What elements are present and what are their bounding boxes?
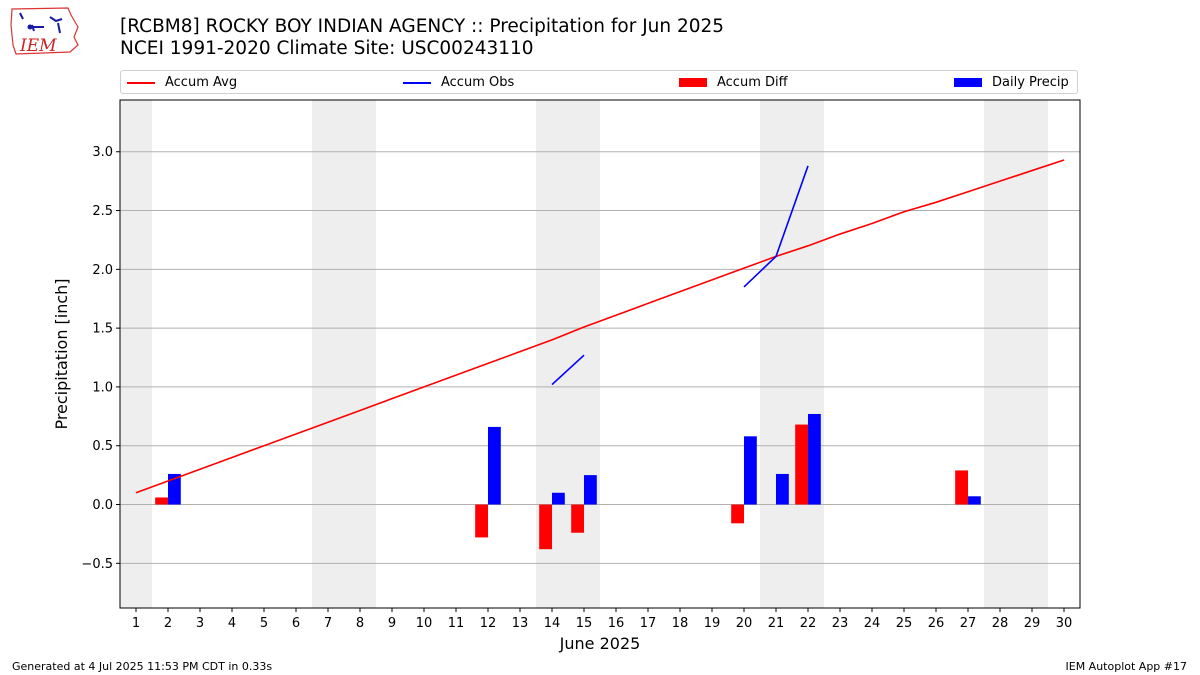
x-axis-ticks: 1 2 3 4 5 6 7 8 9 10 11 12 13 14 15 16 17 18 19 20 21 22 23 24 2… — [132, 608, 1072, 631]
accum-obs-line — [743, 165, 809, 288]
iowa-outline-icon — [10, 7, 79, 55]
x-axis-label: June 2025 — [559, 634, 641, 653]
weather-dot-icon — [27, 24, 33, 30]
x-tick-label: 1 — [132, 616, 140, 631]
footer-generated: Generated at 4 Jul 2025 11:53 PM CDT in … — [12, 660, 273, 673]
plot-frame — [119, 99, 1081, 609]
daily-precip-bar — [744, 436, 757, 505]
y-axis-ticks: −0.5 0.0 0.5 1.0 1.5 2.0 2.5 3.0 — [81, 145, 120, 572]
accum-diff-bar — [795, 424, 808, 505]
y-tick-label: 2.5 — [92, 204, 113, 219]
accum-obs-line — [551, 354, 585, 386]
legend: Accum Avg Accum Obs Accum Diff Daily Pre… — [120, 70, 1078, 94]
x-tick-label: 12 — [480, 616, 497, 631]
x-tick-label: 28 — [992, 616, 1009, 631]
grid-lines — [120, 151, 1080, 564]
x-tick-label: 5 — [260, 616, 268, 631]
weekend-band — [1016, 100, 1048, 608]
x-tick-label: 27 — [960, 616, 977, 631]
x-tick-label: 29 — [1024, 616, 1041, 631]
y-tick-label: 1.0 — [92, 380, 113, 395]
weekend-band — [344, 100, 376, 608]
x-tick-label: 16 — [608, 616, 625, 631]
footer-app: IEM Autoplot App #17 — [1065, 660, 1188, 673]
accum-diff-bar — [539, 504, 552, 550]
daily-precip-bar — [168, 473, 181, 505]
logo-text: IEM — [19, 36, 57, 56]
daily-precip-bar — [552, 492, 565, 505]
accum-diff-bar — [571, 504, 584, 533]
accum-diff-bar — [475, 504, 488, 538]
legend-label: Accum Obs — [441, 75, 515, 90]
x-tick-label: 6 — [292, 616, 300, 631]
x-tick-label: 17 — [640, 616, 657, 631]
x-tick-label: 23 — [832, 616, 849, 631]
weekend-band — [984, 100, 1016, 608]
x-tick-label: 11 — [448, 616, 465, 631]
iem-logo: IEM — [10, 7, 79, 56]
accum-diff-bar — [955, 470, 968, 505]
accum-avg-line — [135, 159, 1065, 494]
y-tick-label: 0.0 — [92, 498, 113, 513]
daily-precip-bar — [808, 413, 821, 505]
x-tick-label: 9 — [388, 616, 396, 631]
x-tick-label: 26 — [928, 616, 945, 631]
weekend-band — [120, 100, 152, 608]
legend-label: Daily Precip — [992, 75, 1069, 90]
legend-label: Accum Diff — [717, 75, 788, 90]
chart-title: [RCBM8] ROCKY BOY INDIAN AGENCY :: Preci… — [120, 16, 724, 60]
x-tick-label: 4 — [228, 616, 236, 631]
daily-precip-bar — [968, 496, 981, 505]
y-tick-label: 0.5 — [92, 439, 113, 454]
daily-precip-bar — [584, 475, 597, 505]
x-tick-label: 20 — [736, 616, 753, 631]
weekend-band — [792, 100, 824, 608]
y-tick-label: 1.5 — [92, 322, 113, 337]
x-tick-label: 15 — [576, 616, 593, 631]
daily-precip-bar — [776, 473, 789, 505]
bars — [155, 413, 981, 550]
legend-label: Accum Avg — [165, 75, 238, 90]
x-tick-label: 18 — [672, 616, 689, 631]
x-tick-label: 7 — [324, 616, 332, 631]
weekend-band — [312, 100, 344, 608]
x-tick-label: 3 — [196, 616, 204, 631]
x-tick-label: 21 — [768, 616, 785, 631]
weather-symbols-icon — [19, 12, 63, 34]
x-tick-label: 24 — [864, 616, 881, 631]
accum-diff-bar — [731, 504, 744, 524]
x-tick-label: 19 — [704, 616, 721, 631]
accum-diff-bar — [155, 497, 168, 505]
x-tick-label: 30 — [1056, 616, 1073, 631]
daily-precip-bar — [488, 426, 501, 505]
weekend-band — [760, 100, 792, 608]
y-tick-label: 3.0 — [92, 145, 113, 160]
x-tick-label: 13 — [512, 616, 529, 631]
x-tick-label: 2 — [164, 616, 172, 631]
title-line-2: NCEI 1991-2020 Climate Site: USC00243110 — [120, 38, 534, 59]
y-tick-label: −0.5 — [81, 557, 113, 572]
y-axis-label: Precipitation [inch] — [52, 278, 71, 429]
lines — [135, 159, 1065, 494]
x-tick-label: 8 — [356, 616, 364, 631]
x-tick-label: 14 — [544, 616, 561, 631]
x-tick-label: 25 — [896, 616, 913, 631]
x-tick-label: 22 — [800, 616, 817, 631]
y-tick-label: 2.0 — [92, 263, 113, 278]
x-tick-label: 10 — [416, 616, 433, 631]
title-line-1: [RCBM8] ROCKY BOY INDIAN AGENCY :: Preci… — [120, 16, 725, 37]
